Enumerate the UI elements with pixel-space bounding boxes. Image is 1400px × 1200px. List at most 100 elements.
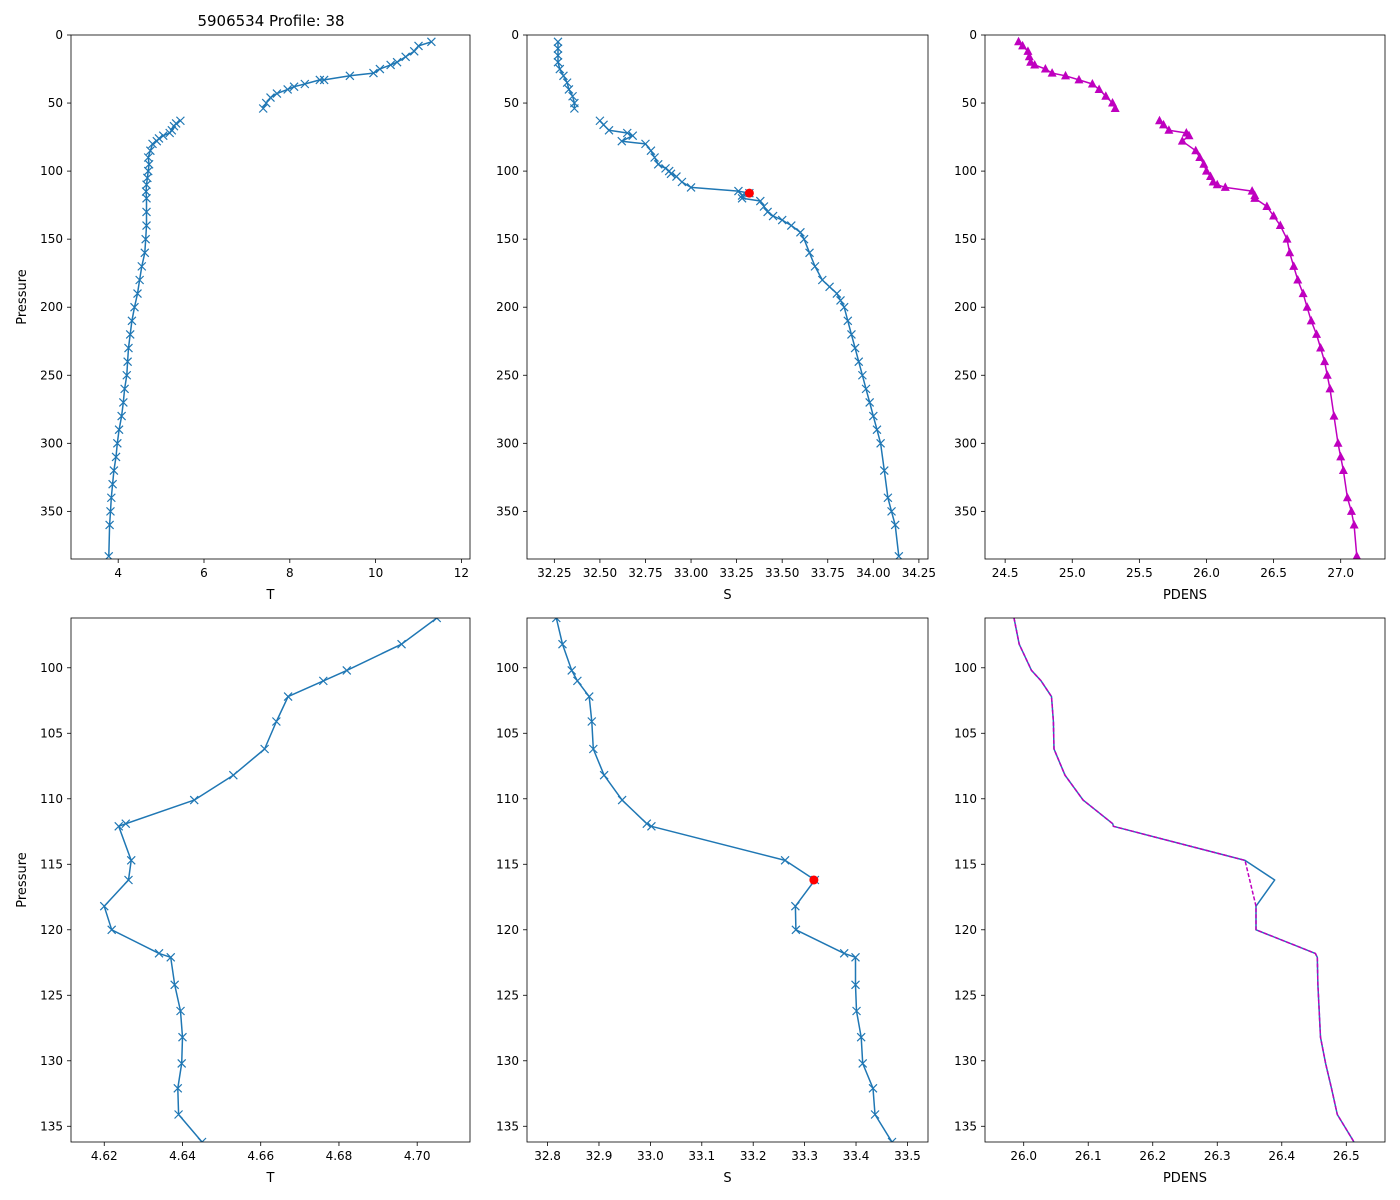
data-point xyxy=(315,75,325,85)
data-point xyxy=(1312,329,1322,338)
data-point xyxy=(1101,91,1111,100)
data-point xyxy=(795,227,805,237)
x-tick-label: 33.3 xyxy=(791,1149,818,1163)
data-point xyxy=(105,520,115,530)
y-tick-label: 135 xyxy=(40,1119,63,1133)
y-tick-label: 110 xyxy=(954,792,977,806)
data-point xyxy=(843,316,853,326)
x-tick-label: 33.1 xyxy=(688,1149,715,1163)
data-point xyxy=(628,131,638,141)
data-point xyxy=(375,64,385,74)
x-tick-label: 33.4 xyxy=(843,1149,870,1163)
axes-frame xyxy=(70,34,471,560)
data-point xyxy=(551,618,561,623)
data-point xyxy=(258,104,268,113)
data-point xyxy=(1342,492,1352,502)
x-axis-label: S xyxy=(723,1171,731,1186)
y-tick-label: 250 xyxy=(954,368,977,382)
figure-title: 5906534 Profile: 38 xyxy=(197,12,344,30)
data-point xyxy=(883,493,893,503)
data-point xyxy=(567,665,577,675)
data-point xyxy=(1302,302,1312,311)
y-tick-label: 300 xyxy=(40,436,63,450)
data-point xyxy=(1269,211,1279,220)
panel-temp-zoom: 4.62 4.64 4.66 4.68 4.70 100 105 110 115 120 125 13… xyxy=(15,617,471,1186)
data-point xyxy=(870,1110,880,1119)
data-point xyxy=(686,183,696,192)
y-tick-label: 115 xyxy=(40,857,63,871)
data-point xyxy=(1094,84,1104,93)
panel-dens-full: 24.5 25.0 25.5 26.0 26.5 27.0 0 50 100 150 200 250 3… xyxy=(954,28,1386,603)
y-tick-label: 130 xyxy=(954,1054,977,1068)
data-point xyxy=(839,948,849,958)
data-point xyxy=(369,68,378,78)
x-tick-label: 26.5 xyxy=(1260,566,1287,580)
data-point xyxy=(1047,68,1057,77)
data-point xyxy=(553,57,563,67)
y-tick-label: 115 xyxy=(954,857,977,871)
data-point xyxy=(106,493,116,503)
data-point xyxy=(1074,74,1084,84)
y-tick-label: 105 xyxy=(40,726,63,740)
x-tick-label: 4.66 xyxy=(247,1149,274,1163)
y-tick-label: 110 xyxy=(496,792,519,806)
x-tick-label: 26.0 xyxy=(1193,566,1220,580)
x-tick-label: 6 xyxy=(200,566,208,580)
data-point xyxy=(318,676,328,686)
data-point xyxy=(1110,103,1120,112)
data-point xyxy=(1177,136,1187,145)
y-tick-label: 130 xyxy=(40,1054,63,1068)
data-point xyxy=(791,925,801,935)
data-point xyxy=(432,618,442,623)
axes-frame xyxy=(526,617,929,1143)
x-axis-label: T xyxy=(266,1171,275,1186)
data-point xyxy=(1325,383,1335,393)
data-point xyxy=(588,744,598,754)
data-point xyxy=(1199,159,1209,168)
y-tick-label: 100 xyxy=(40,661,63,675)
plot-area xyxy=(1014,36,1361,559)
data-point xyxy=(865,398,875,407)
data-point xyxy=(604,125,614,135)
data-point xyxy=(124,875,133,885)
data-point xyxy=(759,202,769,211)
data-point xyxy=(1349,519,1359,529)
x-tick-label: 34.00 xyxy=(856,566,890,580)
data-point xyxy=(872,425,882,435)
y-tick-label: 100 xyxy=(954,661,977,675)
data-point xyxy=(653,159,663,169)
data-point xyxy=(805,248,814,258)
data-point xyxy=(124,343,133,353)
data-point xyxy=(154,948,164,958)
x-tick-label: 4.64 xyxy=(169,1149,196,1163)
data-point xyxy=(1298,288,1308,298)
data-point xyxy=(839,302,849,312)
data-point xyxy=(890,520,900,530)
data-point xyxy=(861,384,871,394)
data-point xyxy=(121,819,131,829)
x-tick-label: 32.9 xyxy=(586,1149,613,1163)
data-point xyxy=(401,52,411,62)
data-point xyxy=(133,289,142,299)
data-point xyxy=(553,44,563,54)
y-tick-label: 50 xyxy=(48,96,63,110)
data-point xyxy=(1030,59,1040,69)
plot-area xyxy=(551,618,897,1142)
data-point xyxy=(568,91,577,101)
data-point xyxy=(876,438,886,448)
data-point xyxy=(650,153,660,162)
data-point xyxy=(1289,261,1299,270)
data-point xyxy=(197,1137,207,1142)
y-tick-label: 105 xyxy=(954,726,977,740)
plot-area xyxy=(553,37,904,559)
data-point xyxy=(140,248,150,258)
data-point xyxy=(1338,465,1348,475)
data-point xyxy=(553,50,563,60)
data-point xyxy=(1040,64,1050,73)
data-point xyxy=(141,187,151,196)
x-tick-label: 25.0 xyxy=(1059,566,1086,580)
data-point xyxy=(646,821,656,831)
data-point xyxy=(106,506,115,516)
data-point xyxy=(108,479,118,489)
data-point xyxy=(135,275,145,285)
